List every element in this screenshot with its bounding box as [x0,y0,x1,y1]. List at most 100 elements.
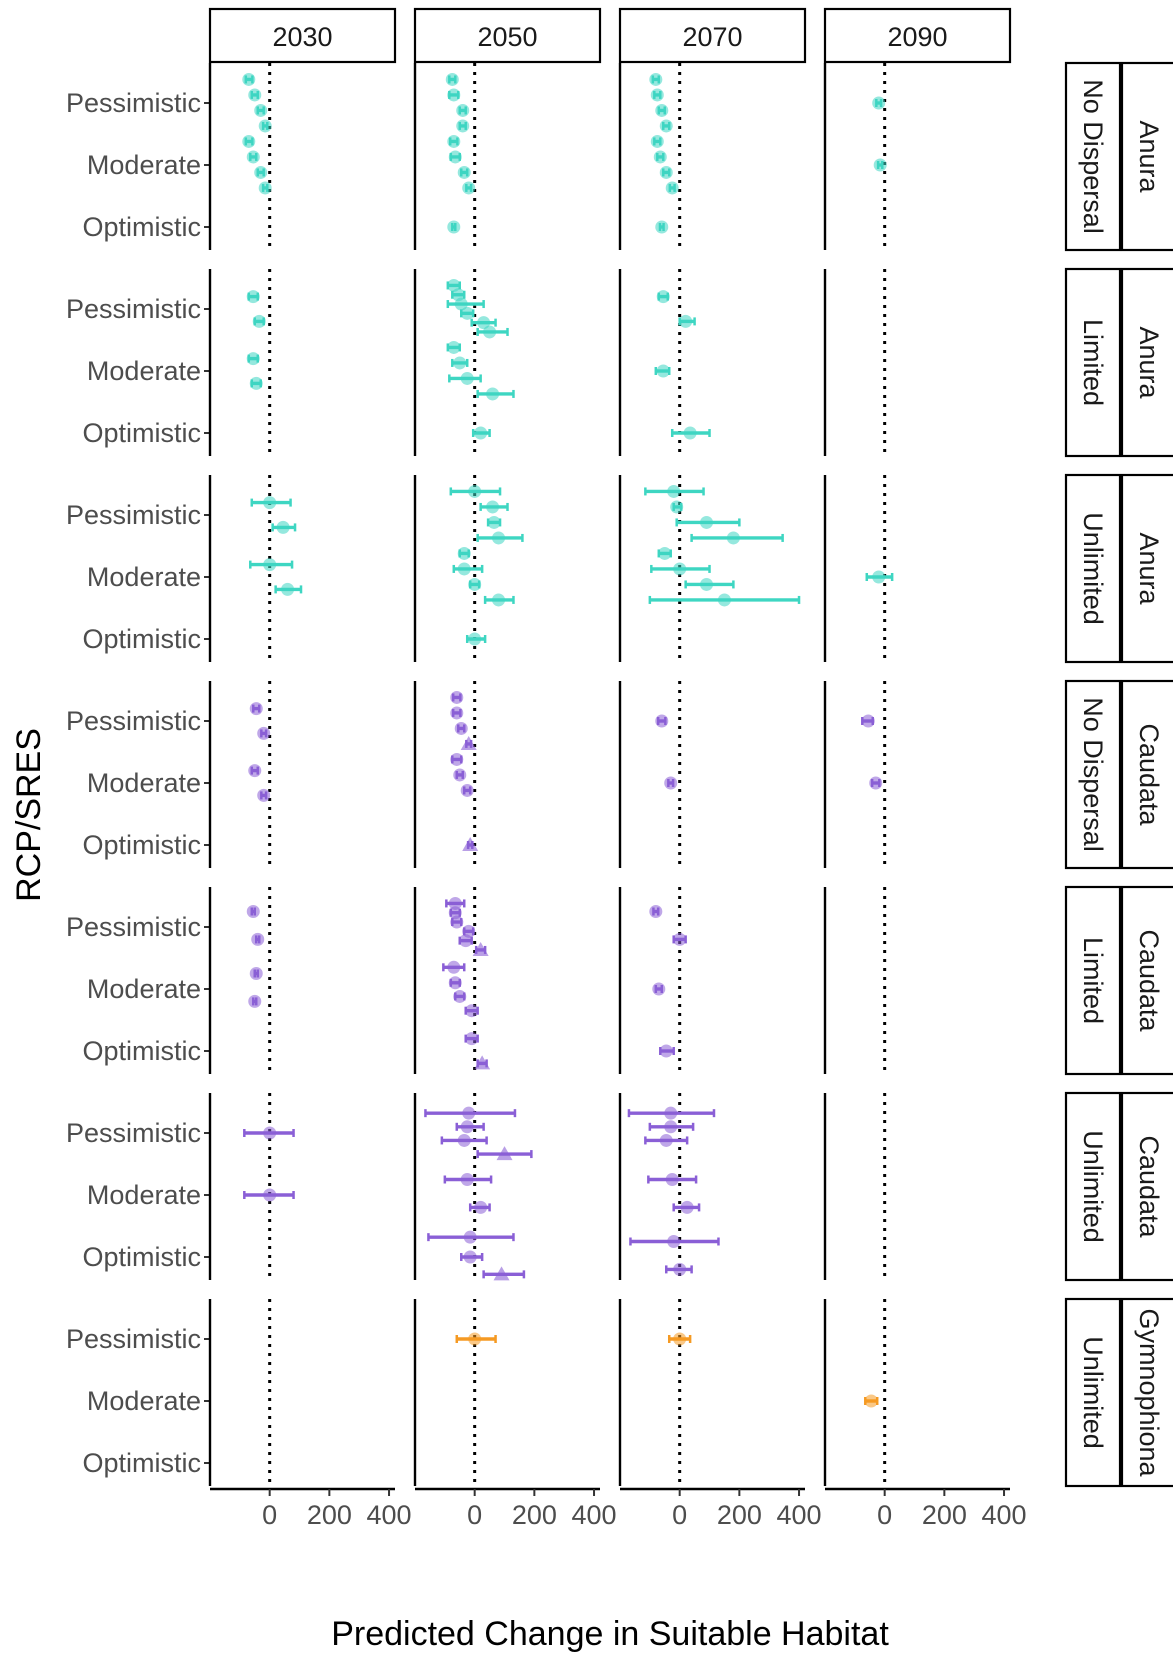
row-strip-order [1120,885,1173,1076]
data-point [460,306,474,320]
data-point [460,1173,474,1186]
row-strip-dispersal-label: Unlimited [1078,512,1108,625]
y-tick-label: Moderate [87,1180,201,1210]
row-strip-dispersal-label: Unlimited [1078,1336,1108,1449]
data-point [477,316,491,330]
data-point [462,181,476,195]
data-point [649,72,663,86]
y-tick-label: Pessimistic [66,88,201,118]
row-strip-dispersal [1064,1091,1122,1282]
row-strip-order-label: Gymnophiona [1134,1308,1164,1477]
column-strip-label: 2090 [887,22,947,52]
row-strip-order [1120,1091,1173,1282]
data-point [251,932,265,946]
data-point [447,134,461,148]
data-point-triangle [462,837,479,851]
data-point [468,632,482,646]
data-point [249,967,263,980]
column-strip [618,7,807,64]
data-point [486,387,500,401]
data-point [249,376,263,390]
row-strip-order-label: Anura [1134,532,1164,605]
y-tick-label: Moderate [87,974,201,1004]
y-tick-label: Moderate [87,356,201,386]
data-point [483,325,497,339]
column-strip [413,7,602,64]
data-point [242,134,256,148]
data-point [664,776,678,790]
data-point [474,426,488,440]
data-point [448,150,462,164]
row-strip-order [1120,679,1173,870]
y-tick-label: Pessimistic [66,706,201,736]
data-point [486,500,500,514]
data-point [873,158,887,172]
data-point [659,165,673,179]
y-tick-label: Pessimistic [66,500,201,530]
x-tick-label: 200 [307,1500,352,1530]
data-point [656,364,670,378]
y-tick-label: Optimistic [82,1242,201,1272]
data-point [447,88,461,102]
data-point [492,531,506,545]
data-point [453,768,467,782]
data-point [456,119,470,133]
column-strip-label: 2070 [682,22,742,52]
y-tick-label: Optimistic [82,418,201,448]
data-point [474,1200,488,1214]
y-tick-label: Pessimistic [66,1324,201,1354]
data-point [462,1106,476,1120]
data-point [257,726,271,740]
data-point [459,934,473,948]
data-point [667,484,681,498]
row-strip-order [1120,473,1173,664]
row-strip-dispersal [1064,1297,1122,1488]
x-tick-label: 400 [367,1500,412,1530]
data-point [872,570,886,584]
y-tick-label: Moderate [87,562,201,592]
data-point [465,1032,479,1046]
data-point [450,690,464,704]
data-point [258,119,272,133]
data-point [447,960,461,974]
row-strip-order-label: Caudata [1134,723,1164,826]
data-point [655,103,669,117]
y-tick-label: Optimistic [82,624,201,654]
data-point [673,1332,687,1346]
x-tick-label: 400 [982,1500,1027,1530]
row-strip-dispersal [1064,679,1122,870]
data-point [454,297,468,311]
data-point [700,515,714,529]
data-point [670,500,684,514]
data-point [650,88,664,102]
data-point [717,593,731,607]
data-point [468,1332,482,1346]
x-tick-label: 200 [922,1500,967,1530]
data-point [258,181,272,195]
data-point [246,905,260,918]
data-point [655,714,669,728]
data-point [487,515,501,529]
data-point [659,119,673,133]
data-point [453,356,467,370]
data-point [248,764,262,778]
data-point [667,1235,681,1248]
column-strip-label: 2050 [477,22,537,52]
row-strip-order-label: Caudata [1134,1135,1164,1238]
row-strip-dispersal [1064,473,1122,664]
row-strip-dispersal-label: Unlimited [1078,1130,1108,1243]
data-point [864,1394,878,1408]
data-point-triangle [496,1146,513,1161]
data-point [658,546,672,560]
data-point [242,72,256,86]
row-strip-dispersal-label: Limited [1078,319,1108,406]
data-point [460,1120,474,1134]
plot-area: 2030 2050 2070 2090 No Dispersal Anura Pessimi… [66,7,1173,1530]
data-point [448,976,462,990]
column-strip [208,7,397,64]
data-point [254,165,268,179]
data-point [861,714,875,728]
y-tick-label: Optimistic [82,830,201,860]
y-tick-label: Pessimistic [66,1118,201,1148]
